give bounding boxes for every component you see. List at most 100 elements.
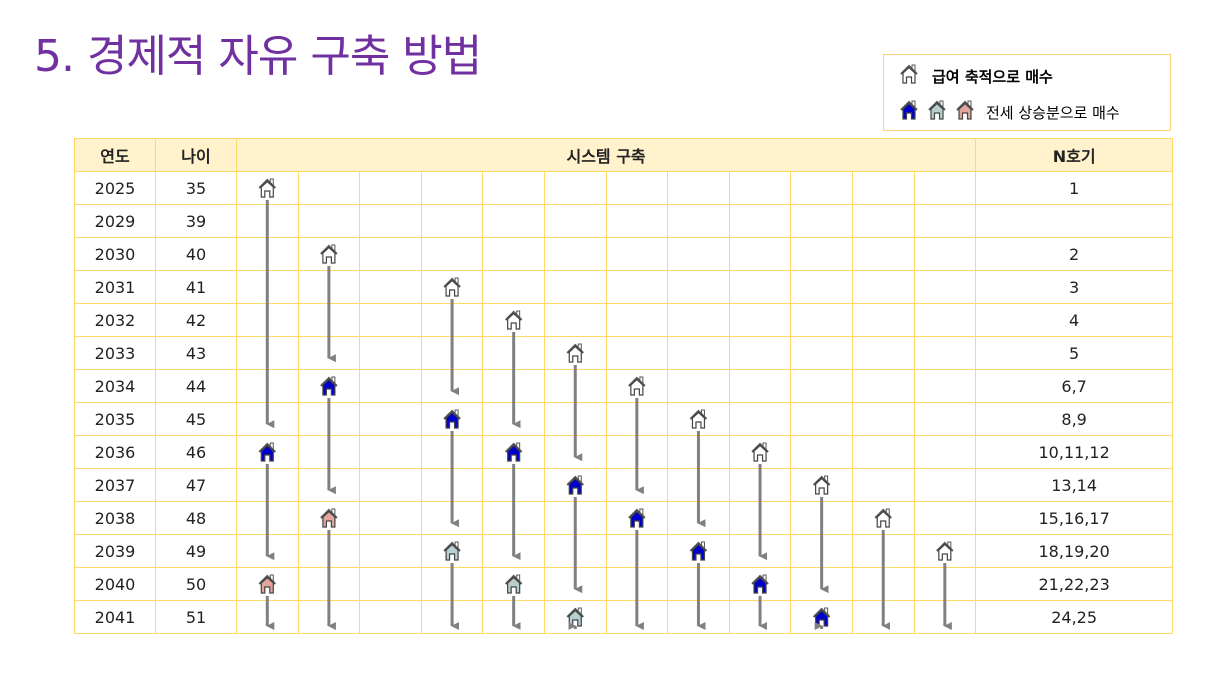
cell-age: 40: [155, 237, 237, 271]
table-header: 연도 나이 시스템 구축 N호기: [74, 138, 1174, 172]
cell-system: [359, 402, 422, 436]
cell-system: [543, 237, 607, 271]
cell-system: [913, 468, 977, 502]
cell-system: [543, 468, 607, 502]
cell-system: [667, 468, 730, 502]
cell-system: [543, 303, 607, 337]
cell-system: [236, 534, 299, 568]
cell-system: [913, 171, 977, 205]
cell-system: [790, 303, 853, 337]
cell-system: [359, 303, 422, 337]
cell-system: [605, 303, 669, 337]
cell-system: [790, 501, 853, 535]
cell-system: [913, 204, 977, 238]
cell-system: [667, 534, 730, 568]
cell-system: [851, 567, 915, 601]
cell-system: [543, 369, 607, 403]
cell-year: 2037: [74, 468, 156, 502]
cell-system: [236, 435, 299, 469]
cell-system: [359, 600, 422, 634]
cell-system: [420, 534, 484, 568]
system-table: 연도 나이 시스템 구축 N호기 2025 35 1 2029 39 2030 40 2 203…: [74, 138, 1174, 634]
cell-system: [790, 369, 853, 403]
cell-system: [236, 567, 299, 601]
cell-year: 2032: [74, 303, 156, 337]
legend: 급여 축적으로 매수 전세 상승분으로 매수: [883, 54, 1171, 131]
cell-system: [605, 567, 669, 601]
table-row: 2038 48 15,16,17: [74, 501, 1174, 535]
cell-year: 2030: [74, 237, 156, 271]
cell-system: [236, 402, 299, 436]
cell-system: [297, 270, 361, 304]
cell-system: [851, 534, 915, 568]
cell-system: [728, 171, 792, 205]
cell-system: [482, 171, 545, 205]
cell-year: 2038: [74, 501, 156, 535]
cell-system: [359, 435, 422, 469]
cell-system: [420, 402, 484, 436]
cell-year: 2034: [74, 369, 156, 403]
cell-system: [420, 270, 484, 304]
cell-year: 2025: [74, 171, 156, 205]
cell-system: [359, 468, 422, 502]
cell-system: [359, 171, 422, 205]
cell-system: [790, 270, 853, 304]
cell-system: [297, 369, 361, 403]
cell-system: [420, 204, 484, 238]
cell-system: [297, 600, 361, 634]
cell-system: [297, 237, 361, 271]
cell-system: [605, 171, 669, 205]
cell-system: [236, 204, 299, 238]
cell-system: [236, 501, 299, 535]
cell-year: 2033: [74, 336, 156, 370]
header-n: N호기: [975, 138, 1174, 172]
cell-system: [482, 468, 545, 502]
cell-n: 1: [975, 171, 1174, 205]
cell-system: [851, 600, 915, 634]
cell-n: 24,25: [975, 600, 1174, 634]
house-pink-icon: [954, 99, 976, 125]
cell-system: [728, 534, 792, 568]
cell-system: [420, 369, 484, 403]
cell-system: [359, 567, 422, 601]
cell-system: [790, 336, 853, 370]
cell-system: [605, 501, 669, 535]
cell-system: [790, 237, 853, 271]
cell-system: [790, 534, 853, 568]
table-row: 2035 45 8,9: [74, 402, 1174, 436]
cell-n: 13,14: [975, 468, 1174, 502]
cell-system: [605, 435, 669, 469]
cell-system: [913, 369, 977, 403]
cell-system: [236, 171, 299, 205]
cell-system: [728, 237, 792, 271]
cell-age: 48: [155, 501, 237, 535]
cell-system: [543, 270, 607, 304]
cell-year: 2039: [74, 534, 156, 568]
cell-n: 21,22,23: [975, 567, 1174, 601]
table-row: 2034 44 6,7: [74, 369, 1174, 403]
cell-system: [297, 171, 361, 205]
cell-system: [482, 270, 545, 304]
legend-jeonse-label: 전세 상승분으로 매수: [986, 103, 1120, 122]
cell-system: [851, 303, 915, 337]
table-row: 2032 42 4: [74, 303, 1174, 337]
cell-age: 46: [155, 435, 237, 469]
cell-system: [359, 501, 422, 535]
cell-system: [543, 204, 607, 238]
cell-system: [728, 501, 792, 535]
cell-system: [236, 237, 299, 271]
table-row: 2033 43 5: [74, 336, 1174, 370]
cell-n: 15,16,17: [975, 501, 1174, 535]
cell-system: [543, 435, 607, 469]
cell-system: [482, 567, 545, 601]
cell-system: [359, 237, 422, 271]
cell-system: [236, 369, 299, 403]
cell-system: [420, 171, 484, 205]
table-row: 2041 51 24,25: [74, 600, 1174, 634]
house-gray-icon: [926, 99, 948, 125]
cell-system: [359, 270, 422, 304]
cell-system: [667, 567, 730, 601]
cell-system: [851, 171, 915, 205]
cell-system: [790, 600, 853, 634]
cell-system: [728, 435, 792, 469]
